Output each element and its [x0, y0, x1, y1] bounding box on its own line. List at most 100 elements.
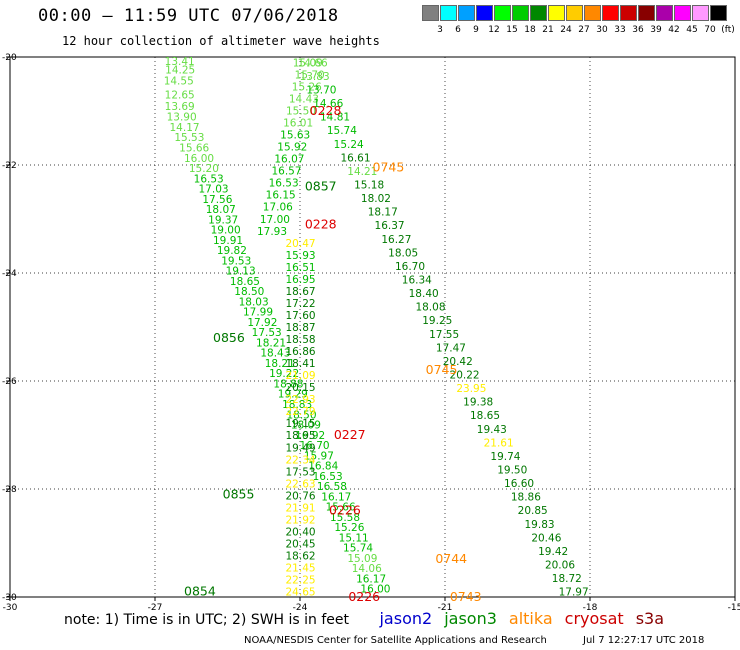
track-point: 21.61 — [484, 437, 514, 449]
scale-swatch — [620, 5, 637, 21]
track-point: 18.65 — [230, 276, 260, 288]
track-point: 16.70 — [300, 440, 330, 452]
track-point: 20.40 — [286, 526, 316, 538]
track-point: 15.11 — [339, 532, 369, 544]
track-point: 18.87 — [286, 322, 316, 334]
track-point: 18.05 — [388, 247, 418, 259]
track-point: 17.03 — [199, 184, 229, 196]
timestamp-label: 0743 — [450, 589, 482, 604]
track-point: 14.66 — [313, 98, 343, 110]
track-point: 20.42 — [443, 356, 473, 368]
track-point: 13.83 — [300, 71, 330, 83]
scale-label: 33 — [614, 25, 626, 35]
track-point: 20.47 — [286, 238, 316, 250]
scale-swatch — [440, 5, 457, 21]
track-point: 22.34 — [286, 454, 316, 466]
track-point: 15.66 — [179, 143, 209, 155]
track-point: 14.06 — [352, 563, 382, 575]
timestamp-label: 0856 — [213, 330, 245, 345]
track-point: 15.53 — [174, 132, 204, 144]
track-point: 13.69 — [165, 101, 195, 113]
track-point: 18.02 — [361, 193, 391, 205]
track-point: 16.27 — [381, 234, 411, 246]
scale-label: 9 — [473, 25, 479, 35]
track-point: 17.56 — [202, 194, 232, 206]
track-point: 16.61 — [340, 152, 370, 164]
scale-swatch — [422, 5, 439, 21]
track-point: 18.67 — [286, 286, 316, 298]
track-point: 15.26 — [334, 522, 364, 534]
track-point: 17.53 — [252, 327, 282, 339]
scale-label: 6 — [455, 25, 461, 35]
track-point: 14.81 — [320, 112, 350, 124]
timestamp-label: 0744 — [435, 551, 467, 566]
track-point: 15.09 — [293, 57, 323, 69]
track-point: 15.74 — [327, 125, 357, 137]
track-point: 17.22 — [286, 298, 316, 310]
timestamp-label: 0745 — [426, 362, 458, 377]
track-point: 19.49 — [286, 442, 316, 454]
track-point: 16.34 — [402, 275, 432, 287]
track-point: 16.37 — [375, 220, 405, 232]
legend: note: 1) Time is in UTC; 2) SWH is in fe… — [64, 609, 676, 628]
track-point: 15.58 — [330, 512, 360, 524]
track-point: 16.58 — [317, 481, 347, 493]
track-point: 19.37 — [208, 214, 238, 226]
scale-swatch — [584, 5, 601, 21]
chart-subtitle: 12 hour collection of altimeter wave hei… — [62, 34, 380, 48]
track-point: 19.74 — [490, 451, 520, 463]
track-point: 18.43 — [260, 348, 290, 360]
track-point: 18.21 — [256, 337, 286, 349]
chart-title: 00:00 – 11:59 UTC 07/06/2018 — [38, 6, 339, 26]
timestamp-label: 0226 — [348, 589, 380, 604]
track-point: 16.84 — [308, 461, 338, 473]
timestamp-label: 0855 — [223, 486, 255, 501]
scale-label: 24 — [560, 25, 572, 35]
track-point: 15.70 — [295, 69, 325, 81]
legend-altika: altika — [508, 609, 553, 628]
track-point: 18.41 — [286, 358, 316, 370]
scale-label: 45 — [686, 25, 698, 35]
track-point: 16.60 — [504, 478, 534, 490]
track-point: 13.70 — [306, 85, 336, 97]
scale-swatch — [566, 5, 583, 21]
track-point: 16.17 — [356, 573, 386, 585]
track-point: 16.95 — [286, 274, 316, 286]
timestamp-label: 0745 — [373, 160, 405, 175]
y-tick-label: -26 — [2, 377, 17, 387]
x-tick-label: -27 — [148, 603, 163, 613]
track-point: 15.26 — [292, 81, 322, 93]
track-point: 15.20 — [189, 163, 219, 175]
scale-swatch — [710, 5, 727, 21]
legend-jason2: jason2 — [379, 609, 433, 628]
track-point: 19.50 — [497, 464, 527, 476]
legend-note: note: 1) Time is in UTC; 2) SWH is in fe… — [64, 612, 350, 628]
track-point: 21.91 — [286, 502, 316, 514]
track-point: 18.62 — [286, 551, 316, 563]
track-point: 13.41 — [165, 56, 195, 68]
timestamp-label: 0226 — [329, 503, 361, 518]
timestamp-label: 0854 — [184, 584, 216, 599]
track-point: 18.86 — [511, 492, 541, 504]
track-point: 17.60 — [286, 310, 316, 322]
timestamp-label: 0228 — [310, 103, 342, 118]
track-point: 15.92 — [277, 142, 307, 154]
track-point: 17.92 — [247, 317, 277, 329]
track-point: 17.53 — [286, 466, 316, 478]
track-point: 17.06 — [263, 202, 293, 214]
track-point: 14.25 — [165, 65, 195, 77]
track-point: 19.43 — [477, 424, 507, 436]
track-point: 18.07 — [206, 204, 236, 216]
track-point: 18.21 — [265, 358, 295, 370]
track-point: 19.42 — [538, 546, 568, 558]
track-point: 16.00 — [184, 153, 214, 165]
y-tick-label: -30 — [2, 593, 17, 603]
track-point: 20.85 — [518, 505, 548, 517]
track-point: 19.83 — [525, 519, 555, 531]
track-point: 15.09 — [347, 553, 377, 565]
track-point: 15.66 — [326, 502, 356, 514]
track-point: 19.53 — [221, 255, 251, 267]
track-point: 22.79 — [286, 406, 316, 418]
track-point: 15.63 — [280, 130, 310, 142]
scale-label: 18 — [524, 25, 536, 35]
